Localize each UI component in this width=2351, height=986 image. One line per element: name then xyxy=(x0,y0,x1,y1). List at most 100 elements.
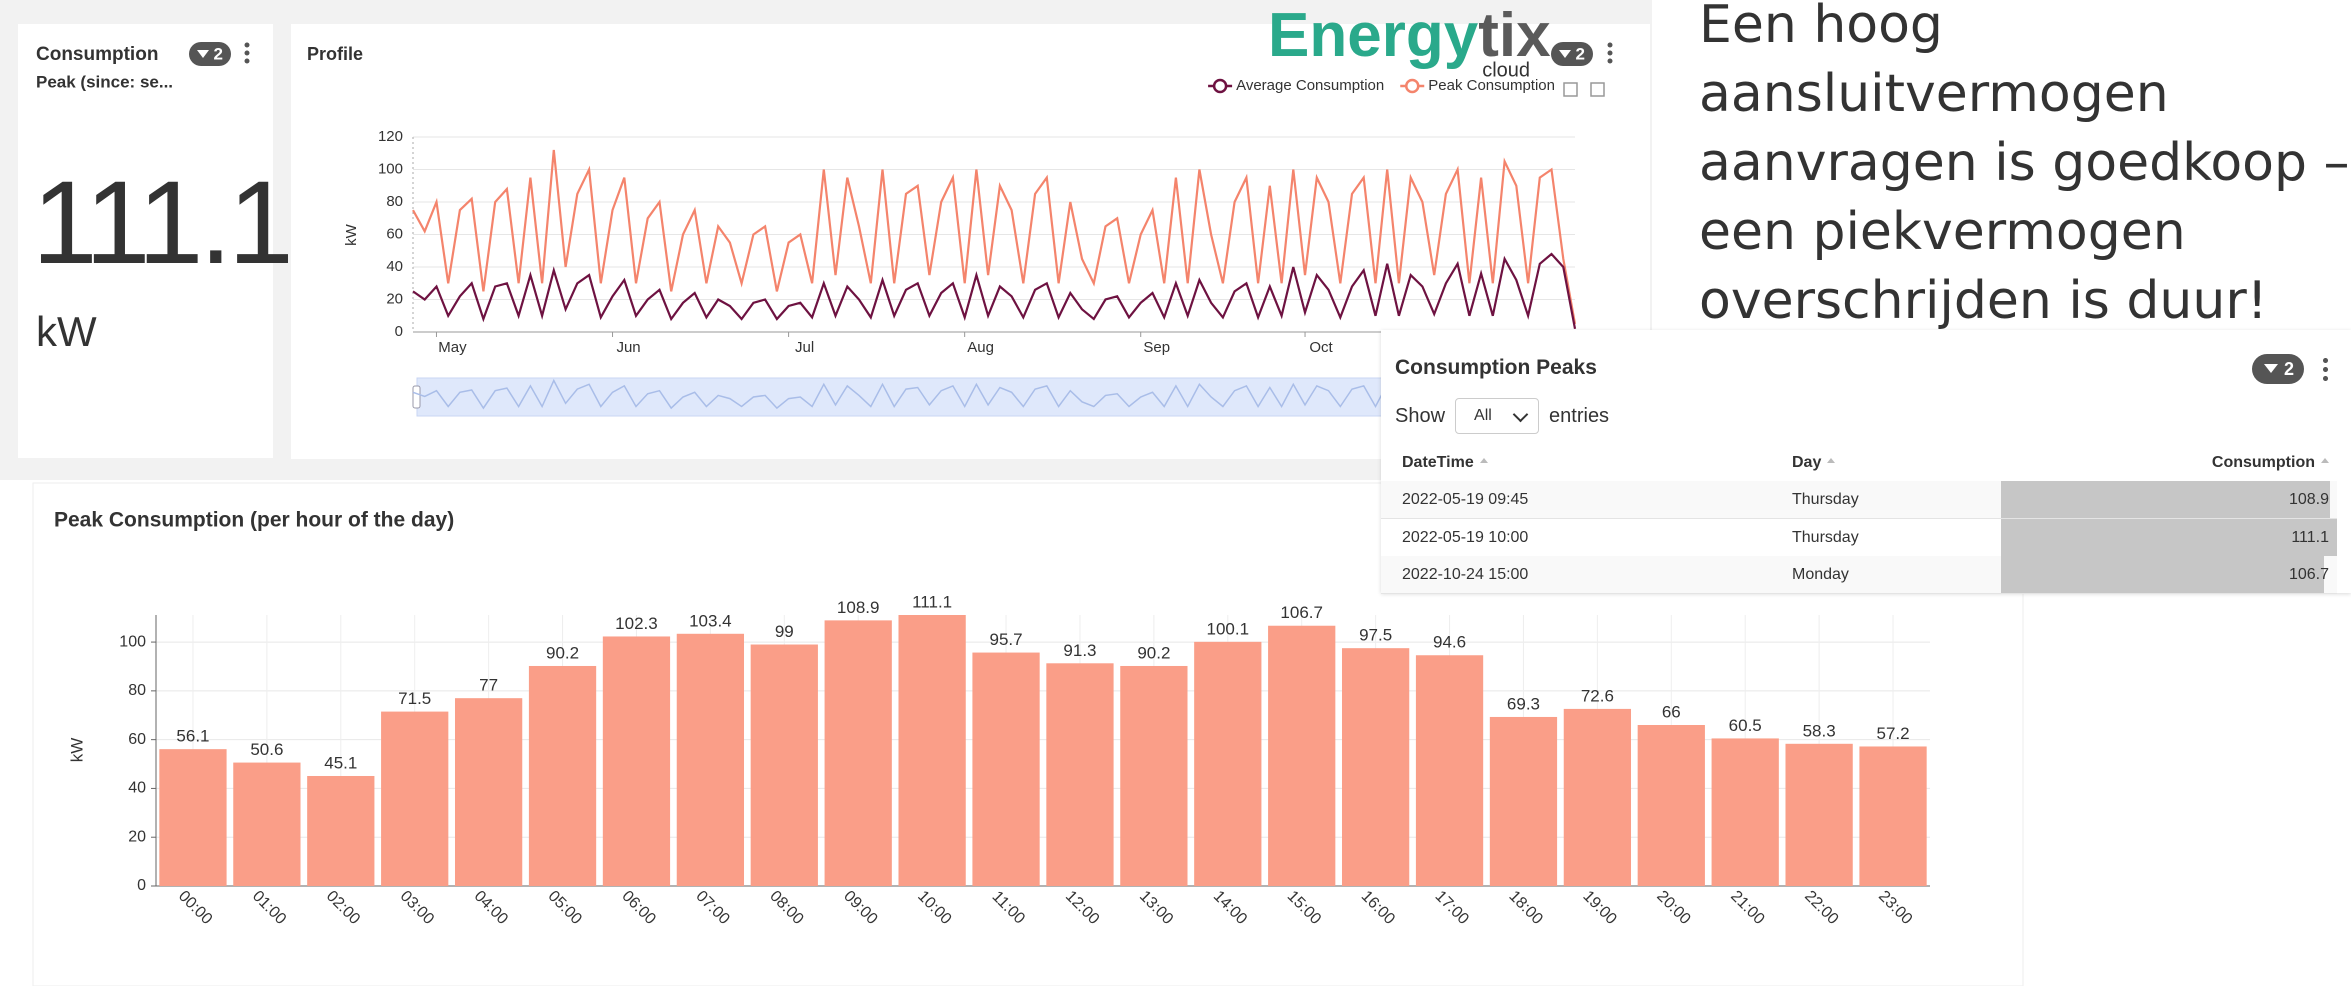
y-tick-label: 80 xyxy=(386,193,403,210)
table-header: DateTime Day Consumption xyxy=(1381,444,2337,483)
data-label: 95.7 xyxy=(989,630,1022,649)
x-tick-label: Jul xyxy=(795,339,814,356)
y-tick-label: 100 xyxy=(119,633,146,650)
data-label: 100.1 xyxy=(1207,619,1250,638)
data-label: 90.2 xyxy=(546,643,579,662)
data-label: 111.1 xyxy=(912,592,952,611)
entries-label: entries xyxy=(1549,404,1610,427)
column-header[interactable]: Consumption xyxy=(2212,444,2329,481)
filter-count: 2 xyxy=(1576,44,1585,63)
headline-line: aansluitvermogen xyxy=(1699,64,2169,124)
data-label: 97.5 xyxy=(1359,626,1392,645)
filter-badge[interactable] xyxy=(189,42,231,66)
zoom-icons[interactable] xyxy=(1563,82,1605,97)
y-tick-label: 60 xyxy=(386,225,403,242)
y-axis-label: kW xyxy=(343,223,360,246)
y-tick-label: 20 xyxy=(128,828,146,845)
bar xyxy=(1859,746,1927,886)
bar xyxy=(1637,725,1705,886)
data-bar xyxy=(2001,518,2337,556)
bar xyxy=(307,775,375,886)
table-row: 2022-05-19 10:00 Thursday 111.1 xyxy=(1381,518,2337,557)
legend-marker xyxy=(1212,78,1228,94)
data-label: 71.5 xyxy=(398,689,431,708)
data-label: 90.2 xyxy=(1137,643,1170,662)
data-bar xyxy=(2001,556,2324,593)
bar xyxy=(972,652,1040,886)
bar xyxy=(1046,663,1114,886)
logo-part1: Energy xyxy=(1268,1,1479,70)
data-label: 99 xyxy=(775,622,794,641)
column-header[interactable]: DateTime xyxy=(1402,444,1488,481)
y-tick-label: 120 xyxy=(378,128,403,145)
bar xyxy=(159,749,227,886)
cell: 2022-10-24 15:00 xyxy=(1402,566,1529,583)
page-size-select[interactable]: All xyxy=(1455,398,1540,434)
cell: 108.9 xyxy=(2288,491,2329,508)
bar xyxy=(898,615,966,886)
bar xyxy=(1785,743,1853,886)
data-label: 102.3 xyxy=(615,614,658,633)
y-tick-label: 40 xyxy=(128,780,146,797)
x-tick-label: Oct xyxy=(1309,339,1333,356)
data-label: 108.9 xyxy=(837,598,880,617)
legend-label: Peak Consumption xyxy=(1428,77,1555,94)
data-label: 91.3 xyxy=(1063,641,1096,660)
kpi-kebab[interactable] xyxy=(244,42,250,64)
x-tick-label: May xyxy=(438,339,467,356)
filter-count: 2 xyxy=(214,44,223,63)
series-line xyxy=(412,252,1577,330)
cell: 111.1 xyxy=(2291,528,2329,546)
headline-line: aanvragen is goedkoop – xyxy=(1699,133,2350,193)
data-label: 56.1 xyxy=(176,727,209,746)
bar xyxy=(1194,641,1262,886)
logo-part2: tix xyxy=(1478,1,1551,70)
y-tick-label: 40 xyxy=(386,258,403,275)
table-kebab[interactable] xyxy=(2323,356,2328,382)
page-size-value: All xyxy=(1474,407,1492,424)
bar xyxy=(824,620,892,886)
kpi-title: Consumption xyxy=(36,44,158,65)
data-label: 45.1 xyxy=(324,753,357,772)
table-row: 2022-05-19 09:45 Thursday 108.9 xyxy=(1381,481,2337,519)
bar xyxy=(1711,738,1779,886)
table-row: 2022-10-24 15:00 Monday 106.7 xyxy=(1381,556,2337,594)
x-tick-label: Aug xyxy=(967,339,994,356)
logo: Energytix xyxy=(1268,1,1551,70)
bar xyxy=(528,665,597,886)
data-label: 106.7 xyxy=(1280,603,1323,622)
data-label: 94.6 xyxy=(1433,633,1466,652)
bar xyxy=(381,711,449,886)
cell: Monday xyxy=(1792,566,1849,583)
kpi-unit: kW xyxy=(36,308,97,355)
filter-badge[interactable]: 2 xyxy=(2252,354,2304,384)
data-label: 50.6 xyxy=(250,740,283,759)
data-label: 60.5 xyxy=(1729,716,1762,735)
data-label: 69.3 xyxy=(1507,694,1540,713)
data-label: 77 xyxy=(479,676,498,695)
data-bar xyxy=(2001,481,2331,518)
legend-label: Average Consumption xyxy=(1236,77,1384,94)
data-label: 103.4 xyxy=(689,611,732,630)
bar xyxy=(233,762,301,886)
cell: 106.7 xyxy=(2288,566,2329,583)
table-title: Consumption Peaks xyxy=(1395,356,1597,379)
series-line xyxy=(412,149,1577,325)
bar xyxy=(676,633,745,886)
profile-kebab[interactable] xyxy=(1607,42,1613,64)
column-header[interactable]: Day xyxy=(1792,444,1835,481)
bar xyxy=(1120,665,1188,886)
headline-line: overschrijden is duur! xyxy=(1699,271,2268,331)
bar xyxy=(1415,655,1484,886)
range-handle[interactable] xyxy=(412,385,421,409)
y-tick-label: 100 xyxy=(378,160,403,177)
y-tick-label: 60 xyxy=(128,731,146,748)
cell: 2022-05-19 10:00 xyxy=(1402,528,1529,546)
cell: 2022-05-19 09:45 xyxy=(1402,491,1529,508)
page-size: Show All entries xyxy=(1395,398,1609,434)
filter-badge[interactable] xyxy=(1551,42,1593,66)
bar xyxy=(1563,708,1632,886)
bar xyxy=(1341,648,1410,886)
cell: Thursday xyxy=(1792,491,1859,508)
peaks-table: Consumption Peaks 2 Show All entries Dat… xyxy=(1381,330,2351,594)
